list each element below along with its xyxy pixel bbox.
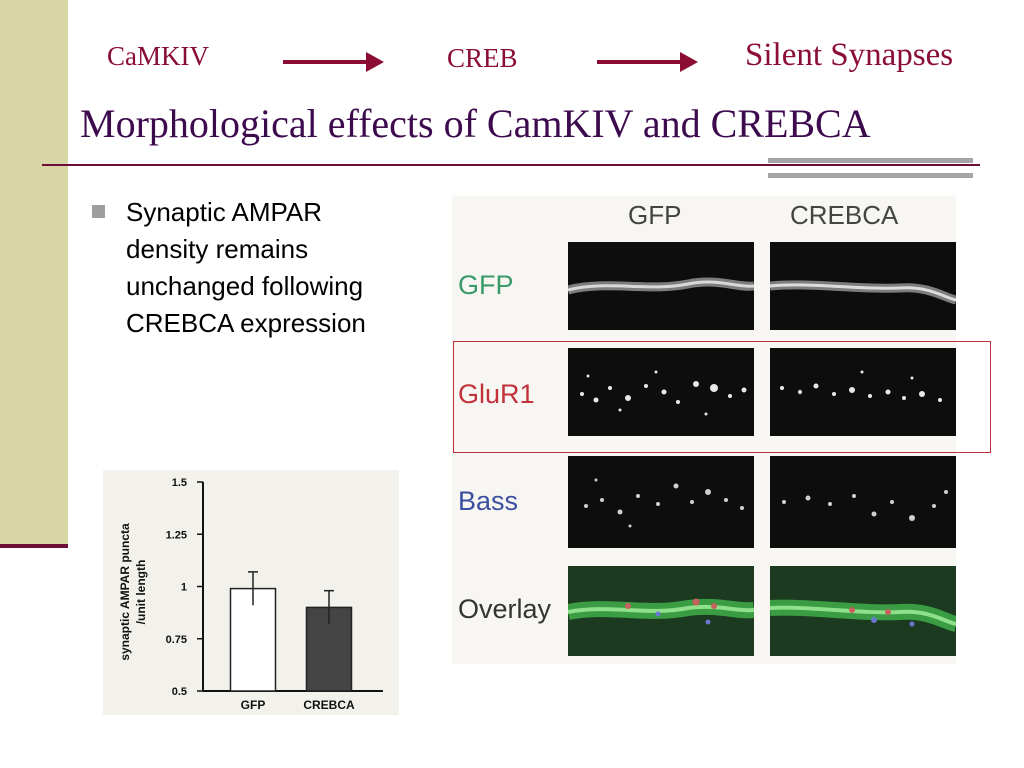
panel-bass-gfp	[568, 456, 754, 548]
deco-bar-top	[768, 158, 973, 163]
sidebar-underline	[0, 544, 68, 548]
y-tick-label: 1.25	[166, 529, 187, 541]
panel-gfp-gfp	[568, 242, 754, 330]
slide-title: Morphological effects of CamKIV and CREB…	[80, 101, 871, 146]
y-tick-label: 0.5	[172, 686, 187, 698]
overlay-gfp	[568, 566, 754, 656]
flow-creb: CREB	[447, 43, 518, 73]
row-label-overlay: Overlay	[458, 594, 552, 624]
y-tick-label: 1	[181, 582, 187, 594]
panel-glur1-gfp	[568, 348, 754, 436]
x-tick-label-crebca: CREBCA	[303, 698, 355, 712]
ampar-bar-chart: synaptic AMPAR puncta /unit length 1.5 1…	[103, 470, 399, 715]
dendrite-gfp-crebca	[770, 280, 956, 305]
panel-overlay-crebca	[770, 566, 956, 656]
x-tick-label-gfp: GFP	[241, 698, 266, 712]
flow-arrow-2	[597, 60, 681, 64]
flow-silent-synapses: Silent Synapses	[745, 37, 954, 73]
bar-gfp	[229, 587, 277, 692]
panel-glur1-crebca	[770, 348, 956, 436]
puncta-bass-gfp	[584, 478, 744, 528]
bullet-marker	[92, 205, 105, 218]
y-axis-label-line2: /unit length	[134, 560, 148, 625]
y-tick-label: 0.75	[166, 634, 187, 646]
bullet-text: Synaptic AMPAR density remains unchanged…	[126, 194, 366, 342]
bullet-line: Synaptic AMPAR	[126, 197, 323, 227]
column-header-gfp: GFP	[628, 200, 682, 230]
puncta-glur1-crebca	[780, 370, 942, 402]
y-tick-label: 1.5	[172, 477, 187, 489]
flow-arrow-1	[283, 60, 367, 64]
flow-arrow-2-head	[680, 52, 698, 72]
row-label-gfp: GFP	[458, 270, 514, 300]
sidebar-decoration	[0, 0, 68, 548]
chart-svg: synaptic AMPAR puncta /unit length 1.5 1…	[118, 477, 383, 712]
flow-camkiv: CaMKIV	[107, 41, 209, 71]
y-axis-label-line1: synaptic AMPAR puncta	[118, 523, 132, 661]
overlay-crebca	[770, 566, 956, 656]
microscopy-figure: GFP CREBCA GFP GluR1 Bass Overlay	[452, 196, 956, 664]
bullet-line: CREBCA expression	[126, 308, 366, 338]
deco-bar-bottom	[768, 173, 973, 178]
row-label-glur1: GluR1	[458, 379, 535, 409]
column-header-crebca: CREBCA	[790, 200, 899, 230]
bullet-line: unchanged following	[126, 271, 364, 301]
panel-overlay-gfp	[568, 566, 754, 656]
title-underline	[42, 164, 980, 166]
puncta-bass-crebca	[782, 490, 948, 521]
flow-arrow-1-head	[366, 52, 384, 72]
row-label-bass: Bass	[458, 486, 519, 516]
panel-gfp-crebca	[770, 242, 956, 330]
panel-bass-crebca	[770, 456, 956, 548]
puncta-glur1-gfp	[580, 370, 747, 416]
bullet-line: density remains	[126, 234, 309, 264]
glur1-highlight-box	[453, 341, 991, 453]
dendrite-gfp-gfp	[568, 277, 754, 295]
